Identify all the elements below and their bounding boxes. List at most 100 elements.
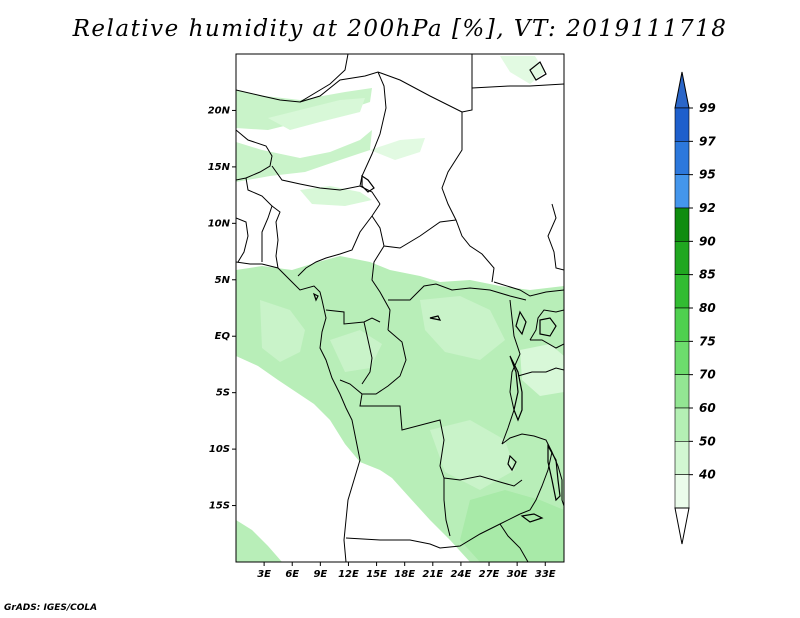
border-line bbox=[529, 309, 564, 341]
lake-outline bbox=[547, 443, 561, 502]
lon-tick-label: 27E bbox=[479, 569, 500, 580]
border-line bbox=[299, 71, 463, 113]
lake-outline bbox=[529, 61, 547, 81]
border-line bbox=[547, 203, 564, 271]
colorbar-level-label: 40 bbox=[698, 468, 716, 482]
border-line bbox=[345, 513, 521, 549]
humidity-area-main bbox=[330, 330, 382, 372]
lake-outline bbox=[429, 315, 442, 321]
lakes bbox=[312, 61, 561, 523]
colorbar-bin bbox=[674, 341, 690, 375]
credit-text: GrADS: IGES/COLA bbox=[4, 603, 98, 613]
border-line bbox=[441, 112, 495, 283]
lake-outline bbox=[520, 513, 544, 523]
border-line bbox=[297, 203, 381, 277]
border-line bbox=[517, 367, 564, 377]
map-title: Relative humidity at 200hPa [%], VT: 201… bbox=[72, 16, 728, 42]
humidity-area-southeast bbox=[460, 490, 564, 562]
border-line bbox=[471, 83, 564, 89]
border-line bbox=[501, 299, 521, 445]
border-line bbox=[530, 339, 564, 349]
colorbar-level-label: 80 bbox=[699, 301, 716, 315]
humidity-area-main bbox=[520, 344, 564, 396]
humidity-area-main bbox=[260, 300, 305, 362]
colorbar-level-label: 99 bbox=[699, 101, 716, 115]
lon-tick-label: 3E bbox=[257, 569, 271, 580]
humidity-area-ne bbox=[370, 138, 425, 160]
border-line bbox=[371, 215, 457, 249]
colorbar-bin bbox=[674, 407, 690, 442]
colorbar-level-label: 85 bbox=[699, 268, 716, 282]
humidity-area-sahel bbox=[300, 186, 372, 206]
lat-tick-label: 20N bbox=[208, 105, 231, 116]
border-line bbox=[236, 92, 273, 181]
colorbar-top-arrow bbox=[674, 71, 690, 109]
lake-outline bbox=[361, 174, 375, 193]
border-line bbox=[325, 309, 381, 325]
humidity-shading bbox=[236, 56, 564, 562]
colorbar-level-label: 70 bbox=[699, 368, 716, 382]
humidity-area-ne bbox=[500, 56, 545, 84]
border-line bbox=[362, 329, 407, 395]
colorbar-bin bbox=[674, 241, 690, 275]
lat-tick-label: 10S bbox=[209, 444, 230, 455]
lat-tick-label: 5S bbox=[216, 388, 230, 399]
border-line bbox=[339, 379, 445, 479]
colorbar-bin bbox=[674, 274, 690, 309]
lon-tick-label: 9E bbox=[313, 569, 327, 580]
colorbar-level-label: 92 bbox=[699, 201, 716, 215]
border-line bbox=[371, 245, 391, 331]
colorbar-level-label: 60 bbox=[699, 401, 716, 415]
border-line bbox=[236, 217, 249, 263]
border-line bbox=[443, 478, 451, 537]
lon-tick-label: 18E bbox=[394, 569, 415, 580]
coastline bbox=[236, 261, 361, 562]
border-line bbox=[245, 177, 273, 262]
colorbar-bin bbox=[674, 474, 690, 509]
colorbar-bin bbox=[674, 207, 690, 242]
border-line bbox=[361, 321, 373, 385]
colorbar-level-label: 75 bbox=[699, 334, 716, 348]
lake-outline bbox=[515, 310, 527, 336]
lon-tick-label: 24E bbox=[451, 569, 472, 580]
lat-tick-label: 15N bbox=[208, 162, 231, 173]
colorbar-bin bbox=[674, 174, 690, 209]
humidity-area-south bbox=[236, 520, 282, 562]
colorbar-bin bbox=[674, 307, 690, 342]
colorbar: 99 97 95 92 90 85 80 75 70 60 50 40 bbox=[674, 71, 716, 545]
border-line bbox=[493, 281, 564, 297]
border-line bbox=[388, 283, 527, 301]
colorbar-bin bbox=[674, 374, 690, 409]
border-line bbox=[359, 71, 387, 187]
longitude-axis: 3E 6E 9E 12E 15E 18E 21E 24E 27E 30E 33E bbox=[257, 562, 556, 580]
lat-tick-label: 15S bbox=[209, 501, 230, 512]
lat-tick-label: 5N bbox=[215, 275, 231, 286]
colorbar-bottom-arrow bbox=[674, 507, 690, 545]
lake-outline bbox=[312, 292, 319, 302]
lake-outline bbox=[509, 355, 523, 422]
colorbar-level-label: 90 bbox=[699, 234, 716, 248]
colorbar-bin bbox=[674, 141, 690, 175]
lake-outline bbox=[507, 454, 517, 472]
border-line bbox=[443, 475, 523, 487]
latitude-axis: 20N 15N 10N 5N EQ 5S 10S 15S bbox=[208, 105, 236, 512]
colorbar-bin bbox=[674, 107, 690, 142]
lon-tick-label: 12E bbox=[338, 569, 359, 580]
humidity-area-northwest bbox=[236, 130, 372, 182]
humidity-area-main bbox=[420, 296, 505, 360]
colorbar-bin bbox=[674, 441, 690, 475]
border-line bbox=[499, 523, 529, 562]
lake-outline bbox=[539, 317, 557, 337]
lon-tick-label: 6E bbox=[285, 569, 299, 580]
colorbar-level-label: 50 bbox=[699, 434, 716, 448]
lat-tick-label: 10N bbox=[208, 218, 231, 229]
colorbar-level-label: 95 bbox=[699, 168, 716, 182]
lon-tick-label: 15E bbox=[366, 569, 387, 580]
colorbar-level-label: 97 bbox=[699, 134, 716, 148]
border-line bbox=[461, 54, 473, 113]
border-line bbox=[271, 205, 281, 269]
lon-tick-label: 30E bbox=[507, 569, 528, 580]
humidity-area-northwest bbox=[268, 98, 365, 130]
country-borders bbox=[236, 54, 564, 562]
